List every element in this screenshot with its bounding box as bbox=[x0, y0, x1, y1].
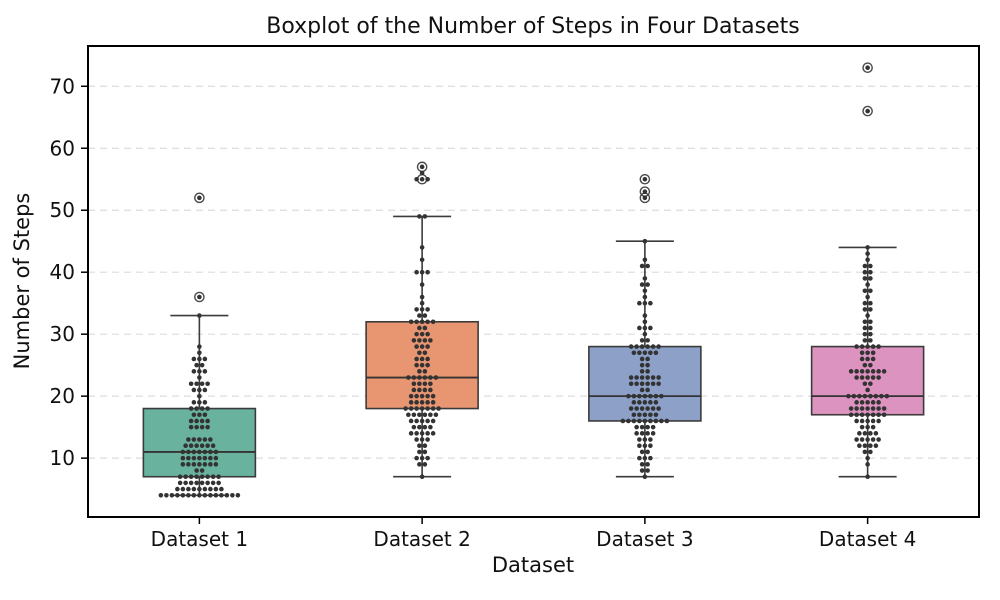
x-axis-label: Dataset bbox=[492, 553, 574, 577]
strip-points-dataset-4 bbox=[846, 65, 890, 480]
gridlines bbox=[88, 85, 979, 459]
outlier-ring bbox=[194, 192, 205, 204]
x-tick-label: Dataset 1 bbox=[151, 527, 248, 551]
outlier-ring bbox=[194, 291, 205, 303]
strip-points-dataset-2 bbox=[403, 164, 441, 480]
y-tick-label: 10 bbox=[50, 446, 75, 470]
box bbox=[588, 345, 702, 422]
y-tick-label: 30 bbox=[50, 322, 75, 346]
y-tick-label: 70 bbox=[50, 74, 75, 98]
outlier-ring bbox=[862, 105, 873, 117]
x-axis-ticks: Dataset 1 Dataset 2 Dataset 3 Dataset 4 bbox=[151, 517, 916, 551]
strip-points-dataset-1 bbox=[158, 195, 241, 498]
plot-frame bbox=[87, 45, 980, 518]
boxplot-dataset-3 bbox=[588, 173, 702, 478]
y-axis-ticks: 10 20 30 40 50 60 70 bbox=[50, 74, 88, 470]
y-tick-label: 40 bbox=[50, 260, 75, 284]
y-tick-label: 20 bbox=[50, 384, 75, 408]
strip-points-dataset-3 bbox=[620, 176, 670, 480]
chart-title: Boxplot of the Number of Steps in Four D… bbox=[266, 14, 799, 39]
x-tick-label: Dataset 2 bbox=[373, 527, 470, 551]
outlier-ring bbox=[639, 173, 651, 185]
x-tick-label: Dataset 3 bbox=[596, 527, 693, 551]
y-tick-label: 60 bbox=[50, 136, 75, 160]
y-axis-label: Number of Steps bbox=[10, 193, 34, 370]
y-tick-label: 50 bbox=[50, 198, 75, 222]
outlier-ring bbox=[862, 62, 873, 73]
x-tick-label: Dataset 4 bbox=[819, 527, 916, 551]
